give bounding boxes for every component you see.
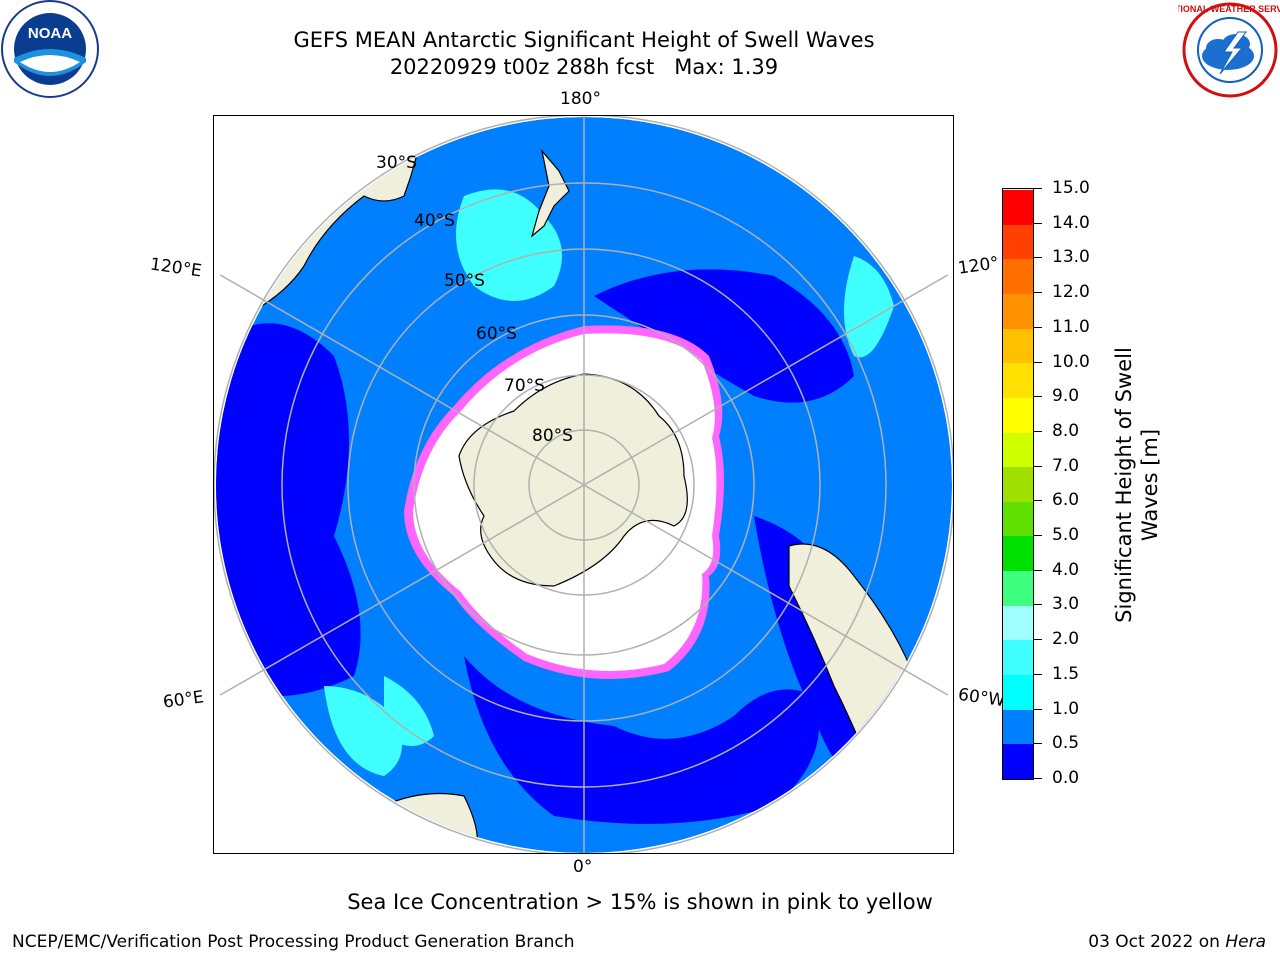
high-swell-patch-northeast	[844, 256, 894, 358]
colorbar-title: Significant Height of Swell Waves [m]	[1102, 190, 1172, 780]
africa-landmass	[363, 792, 478, 853]
colorbar-segment	[1003, 640, 1033, 676]
latitude-labels: 30°S 40°S 50°S 60°S 70°S 80°S	[376, 153, 573, 446]
machine-name: Hera	[1225, 932, 1266, 952]
colorbar-tick-mark	[1034, 673, 1042, 675]
colorbar-tick-label: 4.0	[1052, 559, 1080, 580]
colorbar-tick-label: 5.0	[1052, 525, 1080, 546]
lat-label: 30°S	[376, 153, 417, 173]
noaa-logo: NOAA	[0, 0, 104, 100]
colorbar-segment	[1003, 293, 1033, 329]
colorbar	[1002, 188, 1034, 780]
colorbar-tick-label: 2.0	[1052, 629, 1080, 650]
colorbar-tick-label: 1.5	[1052, 663, 1080, 684]
colorbar-tick-mark	[1034, 430, 1042, 432]
colorbar-segment	[1003, 744, 1033, 779]
colorbar-tick-mark	[1034, 535, 1042, 537]
colorbar-tick-label: 14.0	[1052, 212, 1090, 233]
colorbar-label: Significant Height of Swell Waves [m]	[1111, 185, 1163, 785]
colorbar-tick-mark	[1034, 361, 1042, 363]
colorbar-label-line: Waves [m]	[1138, 428, 1162, 542]
nws-logo-text: NATIONAL WEATHER SERVICE	[1178, 4, 1280, 14]
high-swell-patch-southwest	[324, 686, 402, 776]
colorbar-tick-mark	[1034, 708, 1042, 710]
colorbar-tick-mark	[1034, 778, 1042, 779]
colorbar-segment	[1003, 363, 1033, 398]
lat-label: 70°S	[504, 376, 545, 396]
antarctic-swell-map: 30°S 40°S 50°S 60°S 70°S 80°S	[213, 115, 954, 854]
colorbar-segment	[1003, 224, 1033, 260]
colorbar-label-line: Significant Height of Swell	[1112, 347, 1136, 623]
colorbar-tick-mark	[1034, 639, 1042, 641]
colorbar-tick-mark	[1034, 222, 1042, 224]
colorbar-tick-label: 0.0	[1052, 768, 1080, 788]
antarctica-landmass	[458, 373, 688, 587]
low-swell-region-south	[464, 656, 819, 824]
colorbar-tick-mark	[1034, 569, 1042, 571]
colorbar-segment	[1003, 397, 1033, 433]
colorbar-tick-label: 7.0	[1052, 455, 1080, 476]
colorbar-tick-mark	[1034, 396, 1042, 398]
colorbar-segment	[1003, 675, 1033, 710]
colorbar-tick-mark	[1034, 292, 1042, 294]
colorbar-tick-label: 12.0	[1052, 282, 1090, 303]
colorbar-tick-mark	[1034, 326, 1042, 328]
colorbar-tick-label: 13.0	[1052, 247, 1090, 268]
colorbar-tick-mark	[1034, 188, 1042, 189]
lat-label: 60°S	[476, 324, 517, 344]
colorbar-segment	[1003, 467, 1033, 502]
colorbar-tick-label: 3.0	[1052, 594, 1080, 615]
date-text: 03 Oct 2022 on Hera	[1088, 932, 1266, 952]
colorbar-tick-mark	[1034, 257, 1042, 259]
colorbar-segment	[1003, 501, 1033, 537]
colorbar-tick-mark	[1034, 604, 1042, 606]
nws-logo: NATIONAL WEATHER SERVICE	[1163, 0, 1280, 100]
colorbar-segment	[1003, 190, 1033, 225]
noaa-logo-text: NOAA	[28, 25, 72, 42]
colorbar-tick-label: 10.0	[1052, 351, 1090, 372]
new-zealand-landmass	[530, 148, 570, 238]
low-swell-region-west	[216, 323, 361, 696]
colorbar-tick-mark	[1034, 743, 1042, 745]
high-swell-patch-south	[384, 676, 434, 746]
colorbar-tick-label: 15.0	[1052, 178, 1090, 198]
map-title: GEFS MEAN Antarctic Significant Height o…	[293, 28, 875, 52]
lat-label: 50°S	[444, 271, 485, 291]
colorbar-segment	[1003, 709, 1033, 745]
lon-label-lower-right: 60°W	[956, 684, 1007, 712]
lon-label-upper-left: 120°E	[148, 254, 203, 282]
colorbar-tick-label: 6.0	[1052, 490, 1080, 511]
colorbar-tick-label: 1.0	[1052, 698, 1080, 719]
colorbar-tick-mark	[1034, 465, 1042, 467]
lon-label-top: 180°	[560, 89, 601, 109]
lon-label-upper-right: 120°	[956, 253, 1001, 279]
date-value: 03 Oct 2022 on	[1088, 932, 1220, 952]
lat-label: 80°S	[532, 426, 573, 446]
colorbar-segment	[1003, 536, 1033, 572]
colorbar-segment	[1003, 432, 1033, 468]
colorbar-segment	[1003, 259, 1033, 294]
graticule	[214, 116, 953, 853]
madagascar-landmass	[230, 765, 295, 817]
credit-text: NCEP/EMC/Verification Post Processing Pr…	[12, 932, 575, 952]
colorbar-tick-mark	[1034, 500, 1042, 502]
colorbar-tick-label: 11.0	[1052, 316, 1090, 337]
colorbar-tick-label: 8.0	[1052, 420, 1080, 441]
lon-label-lower-left: 60°E	[161, 687, 206, 713]
colorbar-segment	[1003, 605, 1033, 641]
colorbar-tick-label: 9.0	[1052, 386, 1080, 407]
colorbar-segment	[1003, 328, 1033, 364]
colorbar-segment	[1003, 571, 1033, 606]
map-subtitle: 20220929 t00z 288h fcst Max: 1.39	[389, 55, 779, 79]
lon-label-bottom: 0°	[573, 857, 593, 877]
meridian-line	[219, 274, 949, 696]
colorbar-tick-label: 0.5	[1052, 733, 1080, 754]
high-swell-patch-north	[456, 189, 562, 301]
sea-ice-note: Sea Ice Concentration > 15% is shown in …	[347, 890, 933, 914]
lat-label: 40°S	[414, 211, 455, 231]
